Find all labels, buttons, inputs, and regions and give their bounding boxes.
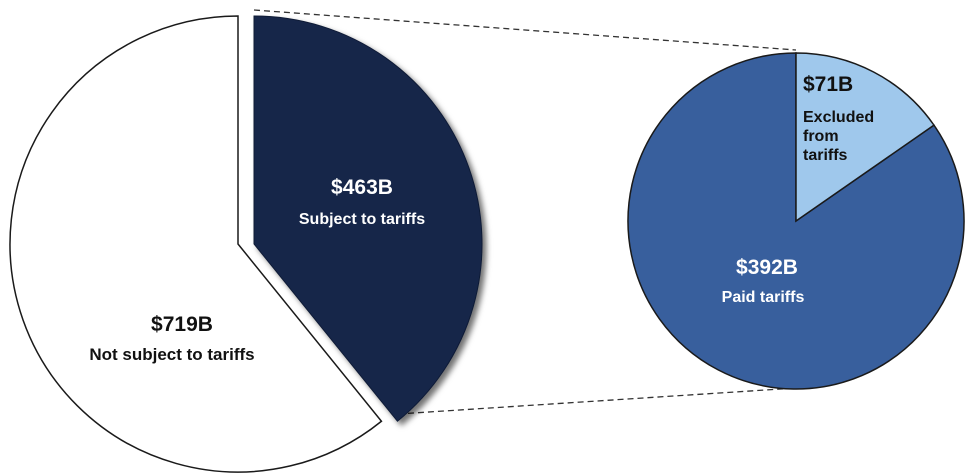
label-paid-text: Paid tariffs [722,289,805,306]
label-paid-value: $392B [736,256,798,279]
label-subject-text: Subject to tariffs [299,211,425,228]
label-excluded-line: tariffs [803,147,848,164]
label-excluded-text: Excluded from tariffs [803,109,879,164]
main-pie [9,15,483,473]
pie-slice-subject [253,15,483,422]
connector-line-top [253,9,797,51]
label-not-subject-value: $719B [151,313,213,336]
pie-slice-not-subject [9,15,383,473]
label-excluded-line: Excluded [803,109,874,126]
label-excluded-value: $71B [803,73,853,96]
label-not-subject-text: Not subject to tariffs [89,345,254,364]
label-excluded-line: from [803,128,839,145]
pie-slice-excluded [795,52,936,223]
label-subject-value: $463B [331,176,393,199]
connector-line-bottom [397,387,797,415]
breakdown-pie [627,52,965,390]
